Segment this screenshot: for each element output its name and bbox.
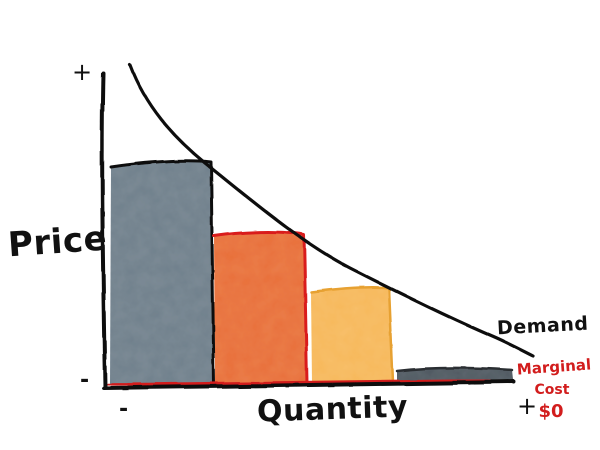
y-axis <box>100 71 107 389</box>
bar-4-fill <box>397 367 513 381</box>
bar-3-fill <box>311 287 393 383</box>
x-axis-label: Quantity <box>256 389 409 430</box>
marginal-cost-line <box>106 378 514 387</box>
bar-2-outline <box>212 230 309 385</box>
marginal-cost-label-line-1: Marginal <box>516 355 592 379</box>
x-axis-minus-sign: - <box>119 397 129 422</box>
marginal-cost-note: Marginal Cost $0 <box>510 355 600 421</box>
demand-curve <box>128 63 535 358</box>
bar-1-outline <box>109 159 216 386</box>
x-axis-plus-sign: + <box>517 392 538 420</box>
y-axis-minus-sign: - <box>80 368 90 393</box>
x-axis <box>102 380 516 390</box>
y-axis-plus-sign: + <box>72 58 93 86</box>
bar-1-fill <box>110 160 214 385</box>
bar-4-outline <box>395 366 514 373</box>
marginal-cost-label-line-2: Cost <box>534 382 570 398</box>
y-axis-label: Price <box>6 218 109 266</box>
bar-2-fill <box>214 232 307 384</box>
marginal-cost-value: $0 <box>538 401 564 422</box>
